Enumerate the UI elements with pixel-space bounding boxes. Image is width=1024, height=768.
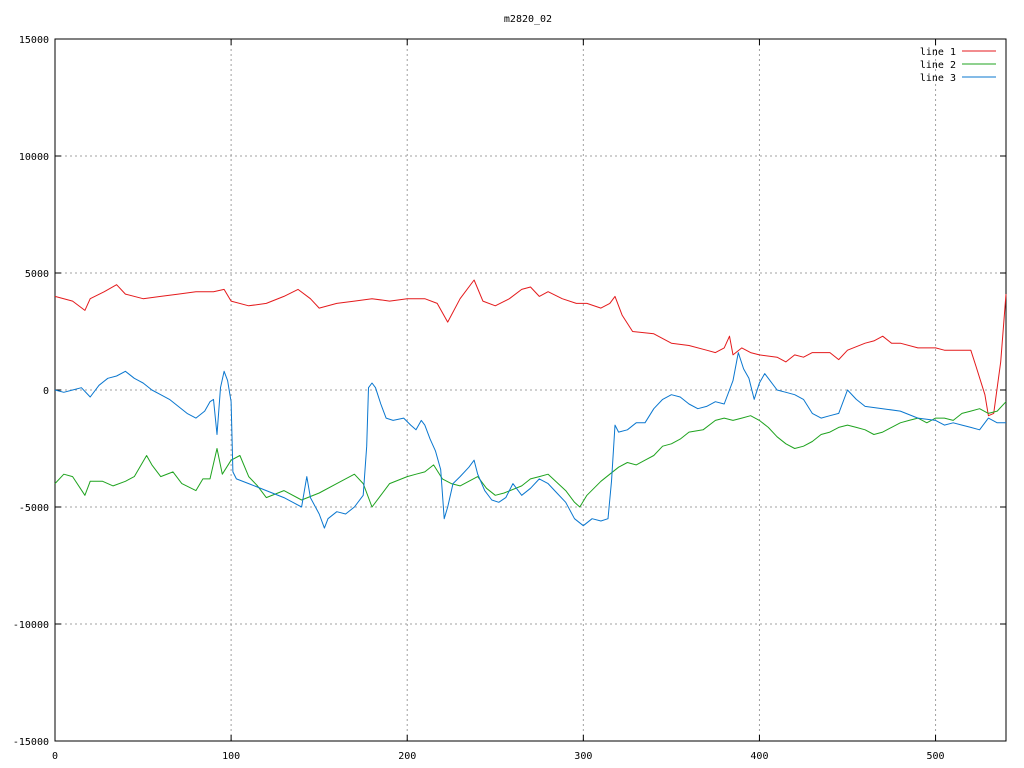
legend-label-2: line 2: [920, 60, 956, 71]
legend-label-3: line 3: [920, 73, 956, 84]
chart-title: m2820_02: [504, 14, 552, 25]
x-tick-label: 400: [750, 751, 768, 762]
series-layer: [54, 279, 1007, 529]
y-tick-label: 0: [43, 386, 49, 397]
x-tick-label: 100: [222, 751, 240, 762]
x-tick-label: 0: [52, 751, 58, 762]
axes: -15000 -10000 -5000 0 5000 10000 15000 0 100 200 3…: [13, 35, 1007, 762]
y-tick-label: -5000: [19, 503, 49, 514]
grid: [55, 39, 1006, 741]
y-tick-label: -15000: [13, 737, 49, 748]
legend: line 1 line 2 line 3: [920, 47, 996, 84]
legend-label-1: line 1: [920, 47, 956, 58]
y-tick-label: 5000: [25, 269, 49, 280]
x-tick-label: 500: [927, 751, 945, 762]
y-tick-label: 10000: [19, 152, 49, 163]
series-line-2: [54, 401, 1007, 508]
series-line-3: [54, 352, 1006, 529]
x-tick-label: 200: [398, 751, 416, 762]
y-tick-label: -10000: [13, 620, 49, 631]
x-tick-label: 300: [574, 751, 592, 762]
y-tick-label: 15000: [19, 35, 49, 46]
series-line-1: [54, 279, 1007, 417]
